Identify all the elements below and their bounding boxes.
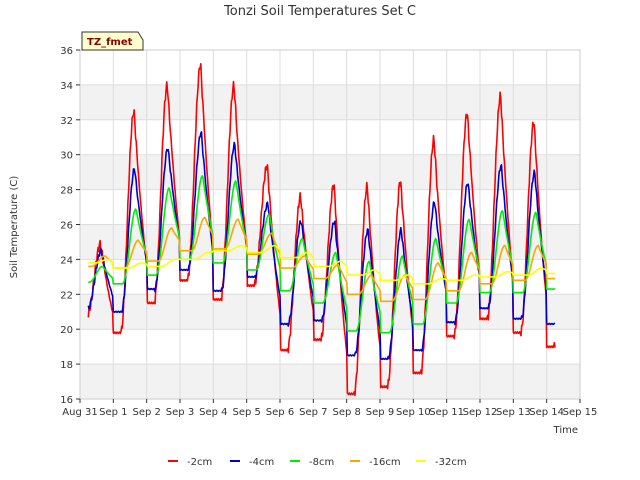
series-line--2cm bbox=[87, 62, 556, 397]
x-tick-label: Sep 4 bbox=[199, 407, 227, 418]
series-layer bbox=[87, 62, 556, 397]
plot-band bbox=[80, 329, 580, 365]
series-line--32cm bbox=[88, 244, 556, 285]
y-tick-label: 32 bbox=[60, 116, 73, 127]
y-tick-label: 30 bbox=[60, 151, 73, 162]
plot-band bbox=[80, 364, 580, 399]
y-tick-label: 20 bbox=[60, 325, 73, 336]
y-tick-label: 36 bbox=[60, 46, 73, 57]
y-tick-label: 26 bbox=[60, 221, 73, 232]
x-tick-label: Aug 31 bbox=[62, 407, 97, 418]
x-tick-label: Sep 7 bbox=[299, 407, 327, 418]
plot-band bbox=[80, 119, 580, 155]
x-tick-label: Sep 15 bbox=[563, 407, 598, 418]
x-tick-label: Sep 1 bbox=[99, 407, 127, 418]
station-badge: TZ_fmet bbox=[81, 31, 144, 51]
station-badge-text: TZ_fmet bbox=[87, 37, 133, 48]
legend: -2cm -4cm -8cm -16cm -32cm bbox=[168, 457, 467, 468]
x-tick-label: Sep 10 bbox=[396, 407, 431, 418]
y-tick-label: 16 bbox=[60, 395, 73, 406]
legend-label: -16cm bbox=[369, 457, 401, 468]
series-line--8cm bbox=[88, 175, 556, 334]
x-tick-label: Sep 12 bbox=[463, 407, 498, 418]
x-tick-label: Sep 2 bbox=[132, 407, 160, 418]
x-axis-label: Time bbox=[553, 425, 578, 436]
legend-label: -32cm bbox=[435, 457, 467, 468]
legend-label: -4cm bbox=[249, 457, 274, 468]
x-axis-ticks: Aug 31 Sep 1 Sep 2 Sep 3 Sep 4 Sep 5 Sep 6 Sep … bbox=[62, 399, 597, 418]
y-tick-label: 34 bbox=[60, 81, 73, 92]
x-tick-label: Sep 9 bbox=[366, 407, 394, 418]
legend-label: -2cm bbox=[187, 457, 212, 468]
station-badge-box bbox=[81, 31, 144, 51]
plot-band bbox=[80, 294, 580, 330]
x-tick-label: Sep 6 bbox=[266, 407, 294, 418]
y-tick-label: 28 bbox=[60, 186, 73, 197]
x-tick-label: Sep 14 bbox=[529, 407, 564, 418]
x-tick-label: Sep 3 bbox=[166, 407, 194, 418]
x-tick-label: Sep 11 bbox=[429, 407, 464, 418]
y-axis-ticks: 16 18 20 22 24 26 28 30 32 34 36 bbox=[60, 46, 80, 406]
chart-title: Tonzi Soil Temperatures Set C bbox=[223, 4, 416, 19]
y-tick-label: 24 bbox=[60, 255, 73, 266]
series-line--16cm bbox=[88, 216, 556, 303]
legend-label: -8cm bbox=[309, 457, 334, 468]
y-axis-label: Soil Temperature (C) bbox=[9, 176, 20, 279]
plot-band bbox=[80, 84, 580, 120]
x-tick-label: Sep 13 bbox=[496, 407, 531, 418]
x-tick-label: Sep 8 bbox=[332, 407, 360, 418]
y-tick-label: 18 bbox=[60, 360, 73, 371]
y-tick-label: 22 bbox=[60, 290, 73, 301]
plot-band bbox=[80, 50, 580, 85]
x-tick-label: Sep 5 bbox=[232, 407, 260, 418]
